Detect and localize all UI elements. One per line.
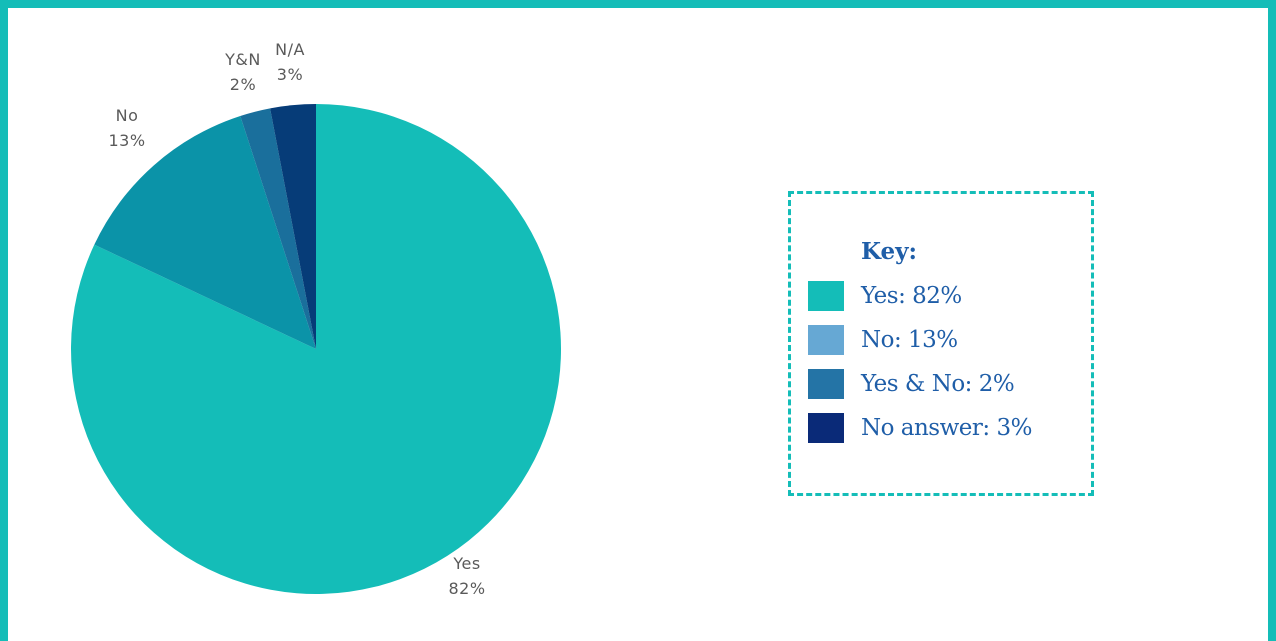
pie-slice-y-n: [240, 108, 316, 349]
legend-item-no-answer: No answer: 3%: [808, 413, 1032, 443]
slice-label-no: No: [116, 106, 139, 125]
pie-slice-no: [94, 115, 316, 350]
legend: Key: Yes: 82% No: 13% Yes & No: 2% No an…: [788, 191, 1094, 496]
legend-label-yes-and-no: Yes & No: 2%: [861, 371, 1015, 397]
legend-swatch-no: [808, 325, 844, 355]
legend-title: Key:: [861, 238, 917, 265]
slice-value-no: 13%: [108, 131, 145, 150]
legend-item-yes-and-no: Yes & No: 2%: [808, 369, 1015, 399]
slice-value-y-n: 2%: [230, 75, 256, 94]
slice-value-yes: 82%: [448, 579, 485, 598]
legend-swatch-yes-and-no: [808, 369, 844, 399]
slice-label-y-n: Y&N: [224, 50, 261, 69]
legend-item-no: No: 13%: [808, 325, 958, 355]
legend-label-no: No: 13%: [861, 327, 958, 353]
slice-label-yes: Yes: [452, 554, 480, 573]
pie-slice-yes: [71, 104, 562, 594]
slice-value-n-a: 3%: [277, 65, 303, 84]
pie-slice-n-a: [270, 104, 316, 349]
slice-label-n-a: N/A: [275, 40, 305, 59]
legend-label-no-answer: No answer: 3%: [861, 415, 1032, 441]
legend-swatch-no-answer: [808, 413, 844, 443]
legend-swatch-yes: [808, 281, 844, 311]
legend-item-yes: Yes: 82%: [808, 281, 962, 311]
legend-label-yes: Yes: 82%: [861, 283, 962, 309]
